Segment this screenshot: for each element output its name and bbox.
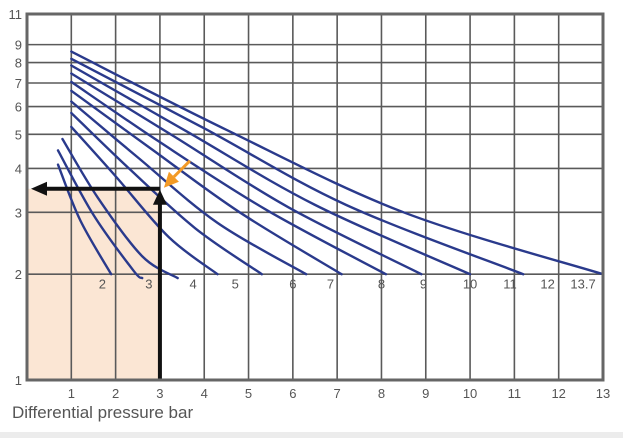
x-tick-label: 5	[245, 386, 252, 401]
curve-line	[70, 125, 219, 276]
curve-label: 13.7	[570, 277, 595, 292]
curve-line	[70, 100, 308, 276]
curve-label: 8	[378, 277, 385, 292]
x-tick-label: 7	[334, 386, 341, 401]
curve-line	[56, 163, 113, 276]
x-axis-label: Differential pressure bar	[12, 403, 193, 422]
y-tick-label: 5	[15, 127, 22, 142]
x-tick-label: 11	[508, 386, 522, 401]
horizontal-arrow-head	[31, 181, 47, 196]
y-tick-label: 8	[15, 56, 22, 71]
curve-label: 6	[289, 277, 296, 292]
curve-line	[70, 57, 525, 276]
curve-label: 10	[463, 277, 477, 292]
y-tick-label: 3	[15, 205, 22, 220]
curve-label: 11	[503, 277, 517, 292]
plot-shade	[27, 188, 160, 380]
y-tick-label: 2	[15, 267, 22, 282]
plot-frame	[25, 12, 605, 382]
curve-line	[70, 89, 343, 276]
curve-label: 12	[540, 277, 554, 292]
x-tick-label: 13	[596, 386, 610, 401]
y-tick-label: 11	[9, 7, 23, 22]
curve-line	[70, 50, 605, 276]
x-tick-label: 2	[112, 386, 119, 401]
curve-line	[70, 72, 423, 276]
y-tick-label: 7	[15, 76, 22, 91]
curve-label: 7	[327, 277, 334, 292]
curve-line	[56, 149, 144, 280]
curves	[56, 50, 605, 280]
curve-label: 3	[145, 277, 152, 292]
x-tick-labels: 1 2 3 4 5 6 7 8 9 10 11 12 13	[68, 386, 611, 401]
x-tick-label: 3	[156, 386, 163, 401]
y-tick-label: 1	[15, 373, 22, 388]
y-tick-labels: 1 2 3 4 5 6 7 8 9 11	[9, 7, 23, 388]
x-tick-label: 4	[201, 386, 208, 401]
x-tick-label: 10	[463, 386, 477, 401]
y-tick-label: 4	[15, 161, 22, 176]
orange-arrow-shaft	[172, 159, 191, 178]
x-tick-label: 12	[551, 386, 565, 401]
x-tick-label: 6	[289, 386, 296, 401]
curve-labels: 2 3 4 5 6 7 8 9 10 11 12 13.7	[99, 277, 596, 292]
curve-label: 5	[232, 277, 239, 292]
curve-label: 4	[190, 277, 197, 292]
curve-label: 9	[420, 277, 427, 292]
y-tick-label: 9	[15, 38, 22, 53]
orange-arrow-head	[163, 171, 179, 188]
bottom-band	[0, 432, 623, 438]
x-tick-label: 8	[378, 386, 385, 401]
y-tick-label: 6	[15, 100, 22, 115]
curve-line	[70, 64, 472, 276]
vertical-arrow-head	[152, 189, 167, 205]
curve-label: 2	[99, 277, 106, 292]
curve-line	[70, 80, 388, 276]
x-tick-label: 1	[68, 386, 75, 401]
arrows	[31, 159, 191, 380]
x-tick-label: 9	[422, 386, 429, 401]
